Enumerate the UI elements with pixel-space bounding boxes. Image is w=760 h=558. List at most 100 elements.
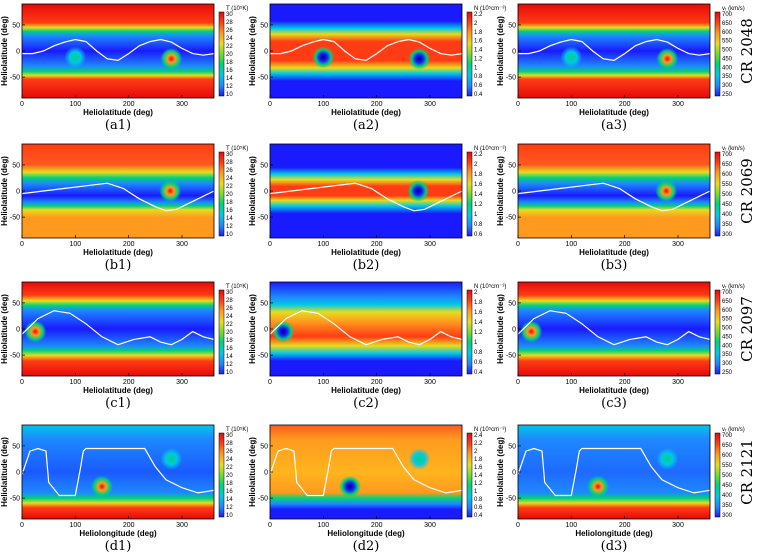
colorbar-title: vᵣ (km/s) xyxy=(722,6,745,12)
colorbar-tick-label: 700 xyxy=(722,152,733,158)
x-tick-label: 0 xyxy=(268,241,272,248)
colorbar-tick-label: 450 xyxy=(722,334,733,340)
panel-caption: (c3) xyxy=(601,396,627,411)
panel-d1: 0 100 200 300 50 0 -50 Heliolongitude (deg) Heli… xyxy=(0,424,248,554)
colorbar-tick-label: 26 xyxy=(226,449,233,455)
colorbar-tick-label: 0.4 xyxy=(474,513,483,519)
colorbar-tick-label: 350 xyxy=(722,503,733,509)
colorbar-tick-label: 400 xyxy=(722,343,733,349)
colorbar-tick-label: 1.2 xyxy=(474,481,483,487)
colorbar-tick-label: 10 xyxy=(226,513,233,519)
x-tick-label: 200 xyxy=(123,379,135,386)
y-tick-label: -50 xyxy=(10,75,20,82)
x-axis-label: Heliolatitude (deg) xyxy=(579,248,649,257)
y-tick-label: 0 xyxy=(512,470,516,477)
colorbar-tick-label: 16 xyxy=(226,346,233,352)
y-tick-label: 50 xyxy=(260,22,268,29)
colorbar-tick-label: 0.6 xyxy=(474,505,483,511)
current-sheet-line xyxy=(269,182,463,212)
x-tick-label: 100 xyxy=(565,101,577,108)
colorbar-tick-label: 28 xyxy=(226,441,233,447)
field-spot xyxy=(655,180,678,202)
x-tick-label: 300 xyxy=(176,522,188,529)
x-tick-label: 300 xyxy=(176,241,188,248)
y-axis-label: Heliolatitude (deg) xyxy=(496,437,505,507)
x-tick-label: 200 xyxy=(619,379,631,386)
colorbar-tick-label: 1 xyxy=(474,489,478,495)
colorbar xyxy=(714,289,721,375)
field-spot xyxy=(64,46,87,69)
colorbar-tick-label: 400 xyxy=(722,212,733,218)
colorbar-tick-label: 500 xyxy=(722,48,733,54)
x-tick-label: 100 xyxy=(69,522,81,529)
heatmap-field xyxy=(22,4,214,98)
y-axis-label: Heliolatitude (deg) xyxy=(248,156,257,226)
colorbar-tick-label: 550 xyxy=(722,39,733,45)
panel-d2: 0 100 200 300 50 0 -50 Heliolongitude (deg) Heli… xyxy=(248,424,506,554)
colorbar-tick-label: 10 xyxy=(226,370,233,376)
x-tick-label: 200 xyxy=(619,101,631,108)
colorbar-tick-label: 0.6 xyxy=(474,360,483,366)
field-spot xyxy=(560,46,583,69)
colorbar-title: N (10⁵cm⁻³) xyxy=(474,5,506,12)
y-tick-label: 0 xyxy=(512,327,516,334)
colorbar-tick-label: 10 xyxy=(226,232,233,238)
colorbar-tick-label: 1.6 xyxy=(474,39,483,45)
current-sheet-line xyxy=(21,182,215,212)
x-tick-label: 0 xyxy=(20,101,24,108)
colorbar-tick-label: 600 xyxy=(722,308,733,314)
x-tick-label: 300 xyxy=(424,101,436,108)
field-spot xyxy=(339,475,361,498)
colorbar xyxy=(466,432,473,518)
x-tick-label: 0 xyxy=(20,379,24,386)
colorbar-tick-label: 16 xyxy=(226,489,233,495)
colorbar-tick-label: 12 xyxy=(226,505,233,511)
colorbar-tick-label: 14 xyxy=(226,216,233,222)
colorbar-tick-label: 18 xyxy=(226,481,233,487)
current-sheet-line xyxy=(517,310,711,346)
colorbar-tick-label: 12 xyxy=(226,224,233,230)
y-axis-label: Heliolatitude (deg) xyxy=(248,437,257,507)
y-tick-label: 0 xyxy=(16,327,20,334)
x-tick-label: 300 xyxy=(424,522,436,529)
colorbar-tick-label: 300 xyxy=(722,361,733,367)
heatmap-field xyxy=(270,282,462,376)
x-tick-label: 100 xyxy=(317,522,329,529)
colorbar-tick-label: 700 xyxy=(722,12,733,18)
x-tick-label: 300 xyxy=(424,379,436,386)
panel-caption: (a1) xyxy=(105,118,131,133)
colorbar-tick-label: 0.4 xyxy=(474,92,483,98)
colorbar xyxy=(218,151,225,237)
x-tick-label: 100 xyxy=(317,241,329,248)
carrington-rotation-label: CR 2069 xyxy=(738,158,756,224)
field-spot xyxy=(312,46,335,69)
y-tick-label: 0 xyxy=(264,470,268,477)
x-tick-label: 0 xyxy=(268,101,272,108)
y-tick-label: -50 xyxy=(258,215,268,222)
colorbar-tick-label: 2.2 xyxy=(474,12,483,18)
x-axis-label: Heliolatitude (deg) xyxy=(579,108,649,117)
colorbar-tick-label: 1.6 xyxy=(474,310,483,316)
current-sheet-line xyxy=(517,447,711,497)
y-tick-label: -50 xyxy=(506,215,516,222)
current-sheet-line xyxy=(269,310,463,346)
colorbar-tick-label: 20 xyxy=(226,473,233,479)
panel-caption: (c1) xyxy=(105,396,131,411)
y-tick-label: -50 xyxy=(10,496,20,503)
colorbar-tick-label: 10 xyxy=(226,92,233,98)
colorbar-tick-label: 2 xyxy=(474,21,478,27)
colorbar-tick-label: 1 xyxy=(474,340,478,346)
heatmap-field xyxy=(270,4,462,98)
colorbar-tick-label: 14 xyxy=(226,497,233,503)
colorbar-tick-label: 16 xyxy=(226,208,233,214)
y-tick-label: 50 xyxy=(12,162,20,169)
colorbar-tick-label: 0.8 xyxy=(474,497,483,503)
x-tick-label: 100 xyxy=(69,379,81,386)
colorbar-tick-label: 350 xyxy=(722,222,733,228)
